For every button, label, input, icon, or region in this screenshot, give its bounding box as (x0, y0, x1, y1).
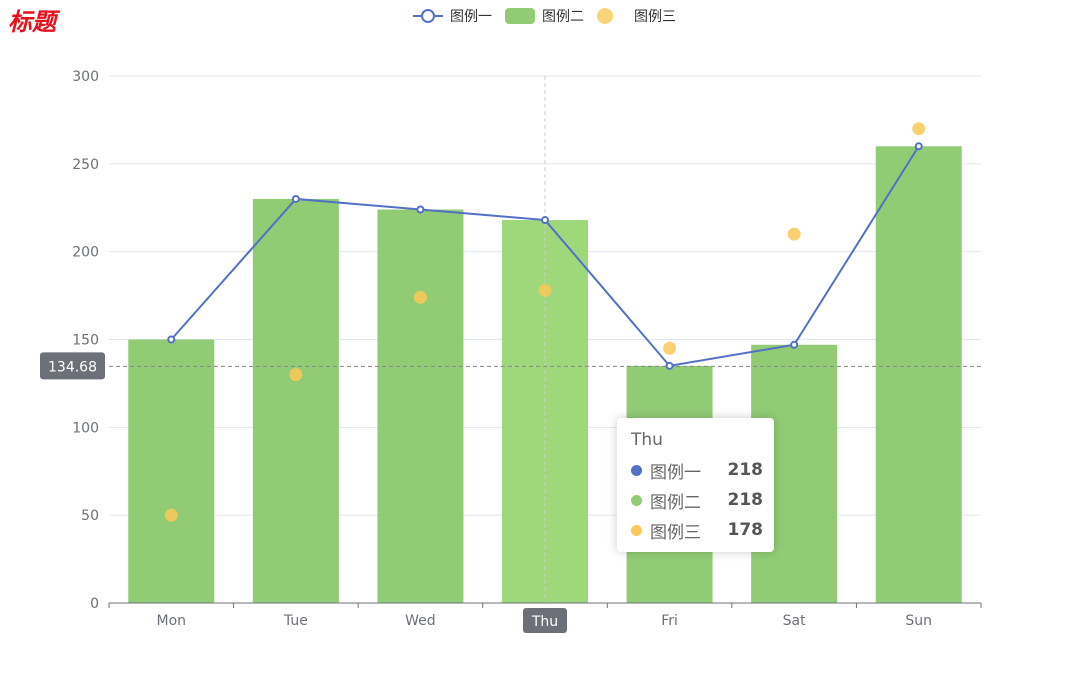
tooltip-series-value: 218 (727, 490, 764, 510)
tooltip-series-name: 图例三 (650, 522, 701, 543)
x-tick-label: Thu (531, 614, 558, 630)
scatter-point (164, 508, 178, 522)
tooltip-series-value: 218 (727, 460, 764, 480)
y-tick-label: 100 (72, 420, 99, 436)
y-tick-label: 0 (90, 596, 99, 612)
scatter-point (538, 283, 552, 297)
x-tick-label: Sun (905, 613, 932, 629)
tooltip-series-value: 178 (727, 520, 764, 540)
y-tick-label: 300 (72, 69, 99, 85)
line-point (416, 205, 425, 214)
legend-label-bar: 图例二 (542, 9, 584, 25)
tooltip-series-name: 图例一 (650, 462, 701, 483)
y-tick-label: 50 (81, 508, 99, 524)
line-point (914, 142, 923, 151)
axis-pointer-y-badge (40, 352, 105, 380)
legend-item-bar[interactable]: 图例二 (504, 6, 584, 26)
legend-item-line[interactable]: 图例一 (412, 6, 492, 26)
legend-label-scatter: 图例三 (634, 9, 676, 25)
tooltip: Thu 图例一 218 图例二 218 图例三 178 (617, 418, 774, 552)
axis-pointer-y-label: 134.68 (48, 359, 97, 375)
axis-pointer-x-badge (523, 608, 567, 633)
line-point (167, 335, 176, 344)
line-point (665, 361, 674, 370)
legend-line-icon (413, 9, 443, 23)
bar (875, 146, 962, 603)
tooltip-row: 图例三 178 (631, 517, 763, 543)
tooltip-series-name: 图例二 (650, 492, 701, 513)
tooltip-header: Thu (631, 430, 663, 450)
y-tick-label: 250 (72, 157, 99, 173)
line-point (790, 340, 799, 349)
tooltip-marker (631, 464, 642, 476)
bar (252, 198, 339, 603)
chart-title: 标题 (8, 7, 56, 36)
line-point (541, 216, 549, 225)
legend-bar-icon (505, 8, 535, 24)
scatter-point (912, 122, 926, 136)
legend-scatter-icon (597, 8, 613, 24)
scatter-point (413, 290, 427, 304)
x-tick-label: Wed (405, 613, 436, 629)
line-point (291, 194, 300, 203)
tooltip-marker (631, 524, 642, 536)
scatter-point (663, 341, 677, 355)
x-tick-label: Sat (783, 613, 806, 629)
x-tick-label: Tue (283, 613, 308, 629)
x-tick-label: Fri (661, 613, 678, 629)
bar (128, 339, 215, 603)
tooltip-row: 图例一 218 (631, 457, 763, 483)
tooltip-marker (631, 494, 642, 506)
y-tick-label: 150 (72, 333, 99, 349)
x-tick-label: Mon (157, 613, 187, 629)
legend: 图例一 图例二 图例三 (412, 5, 688, 27)
legend-item-scatter[interactable]: 图例三 (596, 6, 676, 26)
scatter-point (289, 368, 303, 382)
legend-label-line: 图例一 (450, 9, 492, 25)
scatter-point (787, 227, 801, 241)
tooltip-row: 图例二 218 (631, 487, 763, 513)
bar (377, 209, 464, 604)
y-tick-label: 200 (72, 245, 99, 261)
